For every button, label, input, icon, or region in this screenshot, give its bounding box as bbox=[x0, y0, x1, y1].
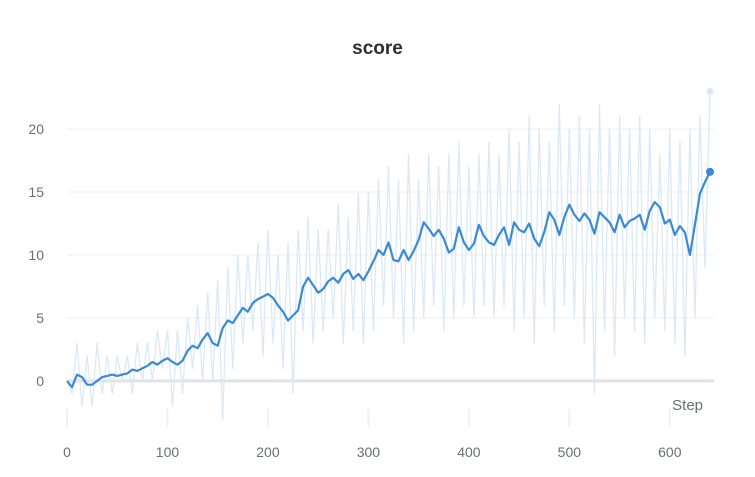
y-tick-label: 15 bbox=[28, 184, 44, 200]
smoothed-series-endpoint bbox=[706, 167, 714, 176]
x-tick-label: 500 bbox=[558, 444, 582, 460]
chart-title: score bbox=[352, 38, 403, 59]
x-tick-label: 100 bbox=[156, 444, 180, 460]
x-tick-label: 300 bbox=[357, 444, 381, 460]
raw-series-layer bbox=[66, 87, 714, 420]
y-axis-ticks: 0 5 10 15 20 bbox=[28, 121, 44, 389]
smoothed-series-layer bbox=[66, 167, 714, 389]
y-tick-label: 10 bbox=[28, 247, 44, 263]
x-tick-label: 200 bbox=[256, 444, 280, 460]
y-tick-label: 5 bbox=[36, 310, 44, 326]
raw-series-endpoint bbox=[706, 87, 714, 95]
x-tick-label: 400 bbox=[457, 444, 481, 460]
x-axis-label: Step bbox=[672, 397, 703, 414]
y-tick-label: 0 bbox=[36, 373, 44, 389]
raw-series-line bbox=[66, 91, 711, 420]
smoothed-series-line bbox=[66, 171, 711, 389]
y-tick-label: 20 bbox=[28, 121, 44, 137]
x-tick-label: 0 bbox=[63, 444, 71, 460]
x-axis-ticks: 0 100 200 300 400 500 600 bbox=[63, 409, 682, 460]
x-tick-label: 600 bbox=[658, 444, 682, 460]
